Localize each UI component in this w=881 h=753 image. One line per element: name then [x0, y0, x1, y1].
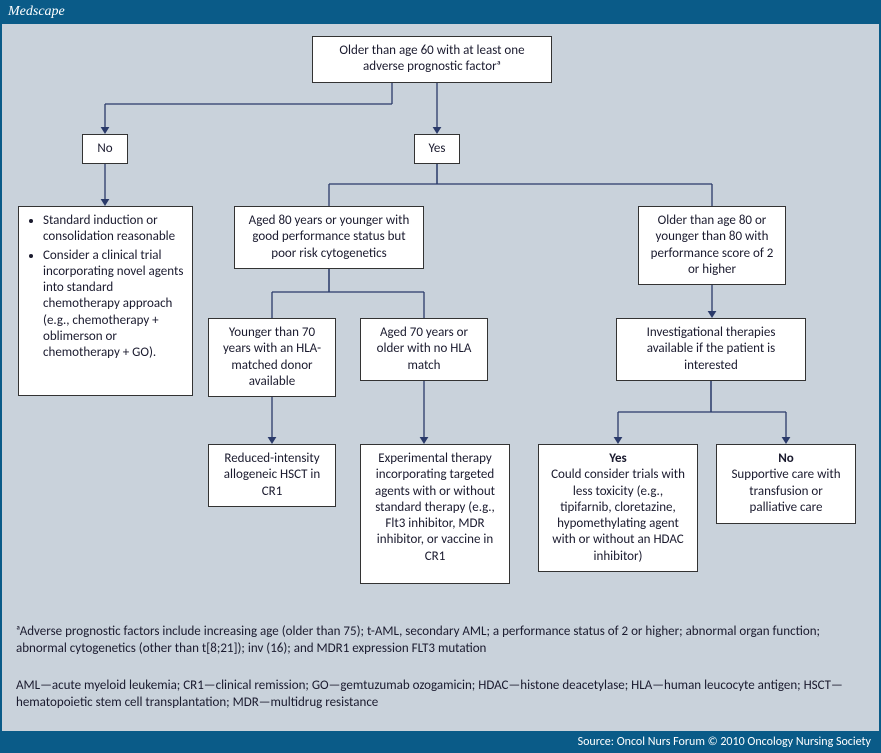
node-root: Older than age 60 with at least one adve…	[312, 36, 552, 83]
node-yes: Yes	[414, 134, 460, 164]
brand-text: Medscape	[8, 4, 65, 20]
node-yes-a2: Aged 70 years or older with no HLA match	[360, 318, 488, 381]
no-body: Supportive care with transfusion or pall…	[725, 467, 847, 516]
node-yes-b1: Investigational therapies available if t…	[616, 318, 806, 381]
footnote-a: ᵃAdverse prognostic factors include incr…	[16, 624, 865, 658]
node-yes-b: Older than age 80 or younger than 80 wit…	[638, 206, 786, 285]
node-yes-a2-leaf: Experimental therapy incorporating targe…	[360, 444, 510, 584]
brand-header: Medscape	[0, 0, 881, 24]
node-no-path: Standard induction or consolidation reas…	[18, 206, 193, 396]
node-no: No	[82, 134, 128, 164]
node-yes-b1-no: No Supportive care with transfusion or p…	[716, 444, 856, 524]
node-yes-a: Aged 80 years or younger with good perfo…	[234, 206, 424, 269]
yes-body: Could consider trials with less toxicity…	[547, 467, 689, 565]
yes-label: Yes	[547, 451, 689, 467]
node-yes-b1-yes: Yes Could consider trials with less toxi…	[538, 444, 698, 572]
no-path-item-2: Consider a clinical trial incorporating …	[43, 248, 184, 362]
node-yes-a1-leaf: Reduced-intensity allogeneic HSCT in CR1	[208, 444, 336, 507]
source-text: Source: Oncol Nurs Forum © 2010 Oncology…	[578, 735, 871, 749]
source-footer: Source: Oncol Nurs Forum © 2010 Oncology…	[0, 731, 881, 753]
footnote-b: AML—acute myeloid leukemia; CR1—clinical…	[16, 678, 865, 712]
no-label: No	[725, 451, 847, 467]
figure-frame: Medscape Older than age 60 with at least…	[0, 0, 881, 753]
no-path-item-1: Standard induction or consolidation reas…	[43, 213, 184, 246]
flowchart-canvas: Older than age 60 with at least one adve…	[0, 24, 881, 731]
node-yes-a1: Younger than 70 years with an HLA-matche…	[208, 318, 336, 397]
